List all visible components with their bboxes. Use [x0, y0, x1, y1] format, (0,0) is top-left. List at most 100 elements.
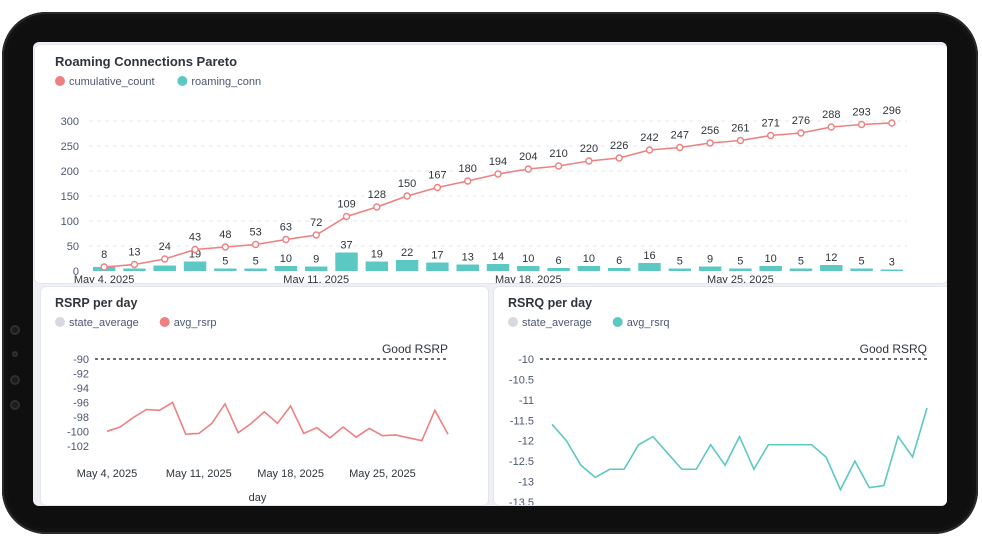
side-button — [10, 325, 20, 335]
roaming-bar — [850, 268, 873, 271]
cumulative-value-label: 220 — [580, 143, 598, 155]
cumulative-point — [888, 119, 896, 127]
rsrp-chart: RSRP per day state_average avg_rsrp -90 -92 -… — [55, 296, 449, 504]
bar-value-label: 5 — [798, 256, 804, 268]
rsrq-card[interactable]: RSRQ per day state_average avg_rsrq -10 -10.… — [493, 286, 947, 506]
roaming-bar — [789, 268, 813, 271]
cumulative-point — [312, 231, 320, 239]
legend-label: cumulative_count — [69, 76, 155, 88]
x-tick-label: May 4, 2025 — [74, 274, 135, 283]
cumulative-value-label: 109 — [337, 199, 355, 211]
x-tick-label: May 4, 2025 — [77, 468, 138, 480]
cumulative-point — [464, 177, 472, 185]
legend-dot — [508, 317, 518, 327]
pareto-chart: Roaming Connections Pareto cumulative_cou… — [55, 54, 907, 286]
cumulative-value-label: 13 — [128, 247, 140, 259]
bar-value-label: 6 — [616, 255, 622, 267]
roaming-bar — [638, 263, 661, 271]
bar-value-label: 12 — [825, 252, 837, 264]
bar-value-label: 10 — [583, 253, 595, 265]
cumulative-point — [827, 123, 835, 131]
y-tick-label: -96 — [73, 397, 89, 409]
cumulative-point — [676, 143, 684, 152]
y-tick-label: 200 — [61, 166, 79, 178]
roaming-bar — [305, 266, 328, 271]
roaming-bar — [698, 266, 722, 271]
y-tick-label: -94 — [73, 383, 89, 395]
cumulative-value-label: 24 — [159, 241, 171, 253]
x-tick-label: May 25, 2025 — [707, 274, 774, 283]
x-tick-label: May 11, 2025 — [283, 274, 349, 283]
cumulative-value-label: 242 — [640, 132, 658, 144]
side-button — [10, 375, 20, 385]
cumulative-point — [433, 183, 442, 192]
bar-value-label: 3 — [889, 257, 895, 269]
dashboard-screen: Roaming Connections Pareto cumulative_cou… — [33, 42, 947, 506]
y-tick-label: 50 — [67, 241, 79, 253]
roaming-bar — [668, 268, 691, 271]
cumulative-point — [706, 139, 714, 147]
roaming-bar — [577, 266, 601, 271]
cumulative-point — [373, 203, 381, 211]
bar-value-label: 10 — [280, 253, 292, 265]
pareto-card[interactable]: Roaming Connections Pareto cumulative_cou… — [34, 44, 947, 286]
cumulative-value-label: 150 — [398, 178, 416, 190]
bar-value-label: 5 — [253, 256, 259, 268]
cumulative-value-label: 293 — [852, 107, 870, 119]
cumulative-point — [130, 260, 139, 269]
bar-value-label: 5 — [677, 256, 683, 268]
y-tick-label: -102 — [67, 441, 89, 453]
cumulative-point — [161, 255, 169, 263]
legend-dot — [55, 317, 65, 327]
cumulative-value-label: 288 — [822, 109, 840, 121]
y-tick-label: -92 — [73, 368, 89, 380]
y-tick-label: -12.5 — [509, 456, 534, 468]
bar-value-label: 9 — [707, 254, 713, 266]
cumulative-value-label: 276 — [792, 115, 810, 127]
cumulative-value-label: 180 — [459, 163, 477, 175]
cumulative-value-label: 247 — [671, 130, 689, 142]
cumulative-value-label: 53 — [250, 227, 262, 239]
legend-label: roaming_conn — [191, 76, 261, 88]
y-tick-label: -100 — [67, 426, 89, 438]
cumulative-value-label: 128 — [368, 189, 386, 201]
x-tick-label: May 11, 2025 — [166, 468, 232, 480]
y-tick-label: 150 — [61, 191, 79, 203]
cumulative-point — [494, 170, 502, 178]
side-button — [10, 400, 20, 410]
bar-value-label: 37 — [340, 240, 352, 252]
bar-value-label: 13 — [462, 252, 474, 264]
legend-dot — [159, 317, 170, 327]
bar-value-label: 10 — [765, 253, 777, 265]
cumulative-point — [736, 136, 745, 145]
cumulative-value-label: 296 — [883, 105, 901, 117]
side-button — [12, 351, 18, 357]
bar-value-label: 6 — [556, 255, 562, 267]
rsrp-card[interactable]: RSRP per day state_average avg_rsrp -90 -92 -… — [40, 286, 489, 506]
cumulative-point — [766, 131, 775, 140]
roaming-bar — [486, 264, 510, 271]
goal-label: Good RSRQ — [860, 342, 927, 356]
roaming-bar — [517, 266, 540, 271]
cumulative-point — [251, 240, 260, 249]
cumulative-value-label: 48 — [219, 229, 231, 241]
y-tick-label: -12 — [518, 436, 534, 448]
y-tick-label: -10 — [518, 354, 534, 366]
cumulative-point — [191, 245, 199, 254]
cumulative-value-label: 194 — [489, 156, 507, 168]
roaming-bar — [759, 266, 782, 271]
legend-label: avg_rsrq — [627, 317, 670, 329]
cumulative-value-label: 261 — [731, 123, 749, 135]
x-tick-label: May 18, 2025 — [495, 274, 562, 283]
series-line — [106, 401, 449, 442]
cumulative-point — [615, 154, 623, 162]
y-tick-label: -11.5 — [510, 415, 534, 427]
roaming-bar — [820, 265, 843, 271]
cumulative-value-label: 63 — [280, 222, 292, 234]
legend-label: state_average — [522, 317, 592, 329]
cumulative-point — [524, 165, 532, 173]
roaming-bar — [365, 261, 389, 271]
bar-value-label: 5 — [858, 256, 864, 268]
x-axis-label: day — [249, 492, 267, 504]
